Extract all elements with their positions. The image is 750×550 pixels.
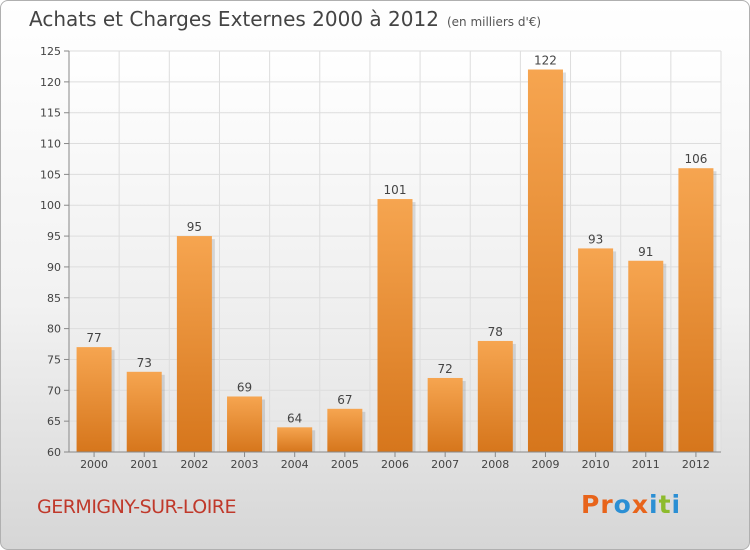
brand-letter: o	[613, 490, 632, 519]
bar-2011	[628, 260, 664, 452]
brand-letter: i	[671, 490, 682, 519]
commune-name: GERMIGNY-SUR-LOIRE	[37, 496, 237, 518]
data-label: 78	[488, 325, 503, 339]
data-label: 101	[384, 183, 407, 197]
chart-unit: (en milliers d'€)	[446, 15, 542, 29]
x-tick-label: 2004	[281, 458, 309, 471]
y-tick-label: 100	[40, 199, 61, 212]
chart-title: Achats et Charges Externes 2000 à 2012 (e…	[29, 7, 541, 31]
bars	[76, 69, 717, 452]
y-tick-label: 90	[47, 261, 61, 274]
brand-letter: x	[631, 490, 649, 519]
bar-2006	[377, 199, 413, 452]
x-tick-label: 2003	[231, 458, 259, 471]
data-label: 72	[438, 362, 453, 376]
y-tick-label: 110	[40, 138, 61, 151]
x-tick-label: 2002	[180, 458, 208, 471]
bar-2012	[678, 168, 714, 452]
data-label: 77	[86, 331, 101, 345]
proxiti-logo[interactable]: Proxiti	[581, 490, 681, 519]
x-axis: 2000 2001 2002 2003 2004 2005 2006 2007 2008 2009…	[69, 451, 721, 471]
x-tick-label: 2001	[130, 458, 158, 471]
y-tick-label: 125	[40, 45, 61, 58]
data-labels: 77 73 95 69 64 67 101 72 78 122 93 91 106	[86, 54, 707, 426]
x-tick-label: 2011	[632, 458, 660, 471]
bar-2001	[126, 371, 162, 452]
data-label: 91	[638, 245, 653, 259]
bar-2008	[477, 340, 513, 452]
bar-2007	[427, 377, 463, 452]
data-label: 95	[187, 220, 202, 234]
y-tick-label: 85	[47, 292, 61, 305]
bar-2002	[176, 236, 212, 452]
bar-2010	[578, 248, 614, 452]
data-label: 64	[287, 411, 302, 425]
data-label: 106	[684, 152, 707, 166]
x-tick-label: 2012	[682, 458, 710, 471]
bar-2004	[277, 427, 313, 452]
y-tick-label: 70	[47, 384, 61, 397]
x-tick-label: 2006	[381, 458, 409, 471]
data-label: 73	[137, 356, 152, 370]
y-tick-label: 95	[47, 230, 61, 243]
brand-letter: r	[600, 490, 614, 519]
data-label: 67	[337, 393, 352, 407]
bar-2003	[227, 396, 263, 452]
bar-2000	[76, 347, 112, 452]
x-tick-label: 2009	[531, 458, 559, 471]
brand-letter: t	[658, 490, 672, 519]
bar-2009	[527, 69, 563, 452]
y-tick-label: 120	[40, 76, 61, 89]
y-axis: 60 65 70 75 80 85 90 95 100 105 110 115 120 125	[40, 45, 70, 459]
y-tick-label: 60	[47, 446, 61, 459]
bar-2005	[327, 408, 363, 452]
x-tick-label: 2000	[80, 458, 108, 471]
brand-letter: P	[581, 490, 601, 519]
data-label: 122	[534, 54, 557, 68]
y-tick-label: 115	[40, 107, 61, 120]
brand-letter: i	[649, 490, 659, 519]
y-tick-label: 80	[47, 323, 61, 336]
x-tick-label: 2008	[481, 458, 509, 471]
bar-chart: 77 73 95 69 64 67 101 72 78 122 93 91 106 60 65 70 75 80…	[40, 45, 722, 471]
x-tick-label: 2010	[582, 458, 610, 471]
y-tick-label: 65	[47, 415, 61, 428]
data-label: 93	[588, 232, 603, 246]
y-tick-label: 105	[40, 168, 61, 181]
x-tick-label: 2005	[331, 458, 359, 471]
data-label: 69	[237, 380, 252, 394]
chart-title-text: Achats et Charges Externes 2000 à 2012	[29, 7, 439, 31]
y-tick-label: 75	[47, 353, 61, 366]
x-tick-label: 2007	[431, 458, 459, 471]
